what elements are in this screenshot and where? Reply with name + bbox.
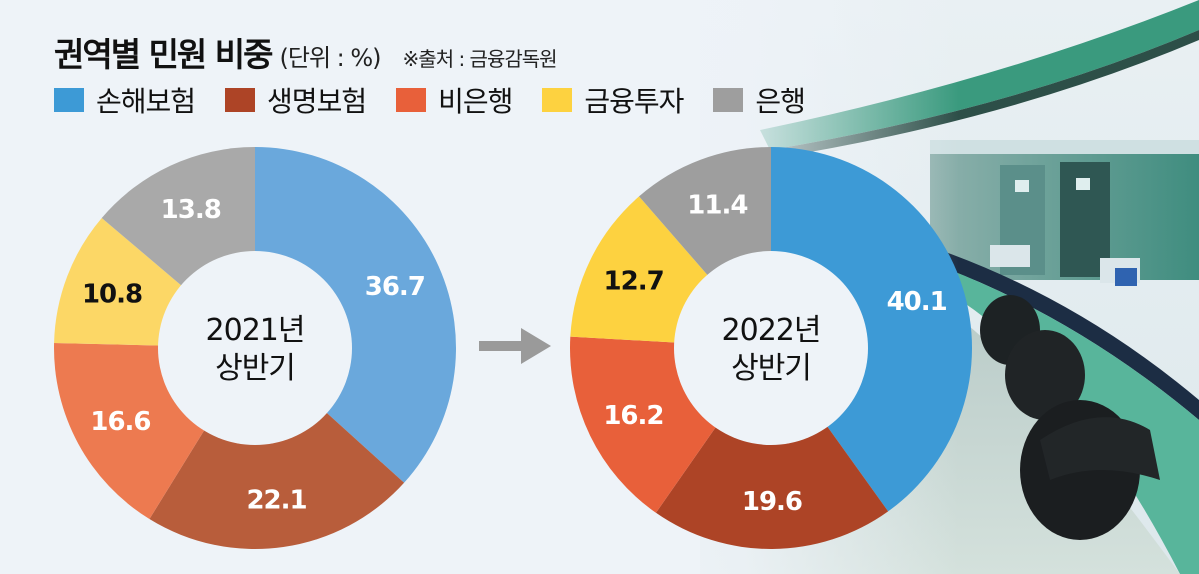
- donut-slice: [255, 147, 456, 483]
- donut-chart-2021: 36.7 22.1 16.6 10.8 13.8 2021년 상반기: [53, 147, 457, 549]
- donut-slice: [655, 348, 889, 549]
- legend-swatch: [713, 88, 744, 112]
- legend-item-non-life-insurance: 손해보험: [54, 80, 196, 120]
- slice-value-label: 36.7: [365, 272, 425, 302]
- slice-value-label: 10.8: [82, 279, 142, 309]
- legend-swatch: [542, 88, 573, 112]
- center-label: 상반기: [215, 351, 295, 386]
- center-label: 상반기: [731, 351, 811, 386]
- chart-header: 권역별 민원 비중 (단위 : %) ※출처 : 금융감독원: [54, 28, 558, 76]
- legend-item-financial-investment: 금융투자: [542, 80, 684, 120]
- legend-item-non-bank: 비은행: [396, 80, 513, 120]
- legend-label: 비은행: [438, 85, 513, 118]
- legend-item-bank: 은행: [713, 80, 806, 120]
- donut-slice: [771, 147, 972, 512]
- center-label: 2021년: [206, 313, 305, 348]
- legend: 손해보험 생명보험 비은행 금융투자 은행: [54, 80, 835, 120]
- source-note: ※출처 : 금융감독원: [402, 47, 558, 71]
- legend-item-life-insurance: 생명보험: [225, 80, 367, 120]
- unit-note: (단위 : %): [279, 44, 382, 72]
- arrow-right-icon: [479, 328, 551, 368]
- donut-center: [674, 251, 868, 445]
- slice-value-label: 16.2: [603, 401, 663, 431]
- donut-chart-2022: 40.1 19.6 16.2 12.7 11.4 2022년 상반기: [569, 147, 973, 549]
- slice-value-label: 19.6: [742, 487, 802, 517]
- slice-value-label: 12.7: [604, 267, 664, 297]
- slice-value-label: 16.6: [90, 407, 150, 437]
- legend-label: 손해보험: [96, 85, 196, 118]
- slice-value-label: 13.8: [161, 195, 221, 225]
- chart-title: 권역별 민원 비중: [54, 35, 273, 74]
- legend-label: 금융투자: [584, 85, 684, 118]
- legend-label: 은행: [755, 85, 806, 118]
- donut-center: [158, 251, 352, 445]
- slice-value-label: 11.4: [687, 191, 747, 221]
- legend-label: 생명보험: [267, 85, 367, 118]
- legend-swatch: [54, 88, 84, 112]
- legend-swatch: [396, 88, 427, 112]
- center-label: 2022년: [722, 313, 821, 348]
- slice-value-label: 22.1: [246, 485, 306, 515]
- donut-slice: [149, 348, 405, 549]
- legend-swatch: [225, 88, 256, 112]
- slice-value-label: 40.1: [887, 287, 947, 317]
